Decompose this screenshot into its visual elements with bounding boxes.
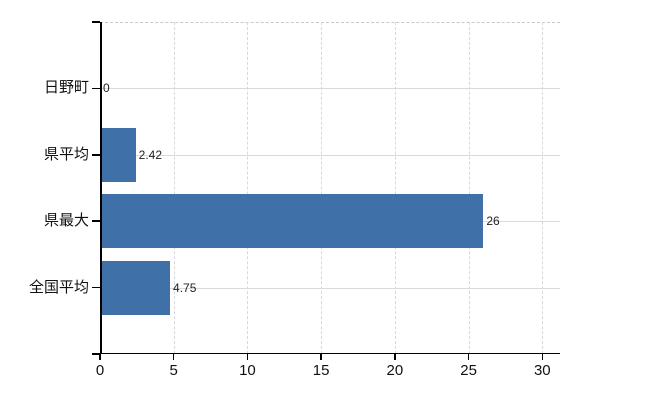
vertical-gridline	[247, 22, 249, 354]
y-axis-tick	[92, 286, 100, 289]
bar-value-label: 4.75	[173, 280, 197, 295]
category-label: 日野町	[43, 79, 89, 97]
bar-value-label: 26	[486, 214, 500, 229]
vertical-gridline	[173, 22, 175, 354]
category-label: 県平均	[43, 145, 89, 163]
vertical-gridline	[468, 22, 470, 354]
y-axis-line	[100, 22, 102, 354]
horizontal-gridline	[100, 88, 560, 90]
horizontal-gridline	[100, 287, 560, 289]
horizontal-gridline	[100, 154, 560, 156]
bar	[100, 194, 484, 249]
y-axis-tick	[92, 353, 100, 355]
x-axis-tick	[320, 354, 322, 360]
x-axis-tick	[467, 354, 470, 360]
x-axis-tick-label: 20	[386, 362, 404, 379]
x-axis-tick	[394, 354, 396, 360]
x-axis-tick	[541, 354, 544, 360]
x-axis-tick-label: 0	[95, 362, 105, 379]
bar	[100, 260, 171, 315]
x-axis-tick-label: 30	[533, 362, 551, 379]
x-axis-tick-label: 15	[312, 362, 330, 379]
y-axis-tick	[92, 154, 100, 156]
x-axis-tick	[172, 354, 175, 360]
x-axis-tick-label: 25	[460, 362, 477, 379]
vertical-gridline	[321, 22, 323, 354]
y-axis-tick	[92, 87, 100, 90]
bar-value-label: 2.42	[138, 147, 163, 162]
category-label: 県最大	[43, 212, 89, 230]
y-axis-tick	[92, 21, 100, 23]
x-axis-tick-label: 5	[169, 362, 178, 379]
x-axis-tick-label: 10	[239, 362, 256, 379]
vertical-gridline	[542, 22, 544, 354]
vertical-gridline	[394, 22, 396, 354]
category-label: 全国平均	[28, 278, 89, 296]
x-axis-tick	[246, 354, 249, 360]
y-axis-tick	[92, 220, 100, 222]
bar-value-label: 0	[103, 81, 110, 96]
x-axis-tick	[99, 354, 101, 360]
bar	[100, 127, 136, 182]
x-axis-line	[92, 352, 560, 354]
plot-top-border	[100, 22, 560, 23]
plot-area: 0 2.42 26 4.75 0 5 10 15 20 25 30 日野町県平均県最大全国平均	[29, 21, 560, 378]
